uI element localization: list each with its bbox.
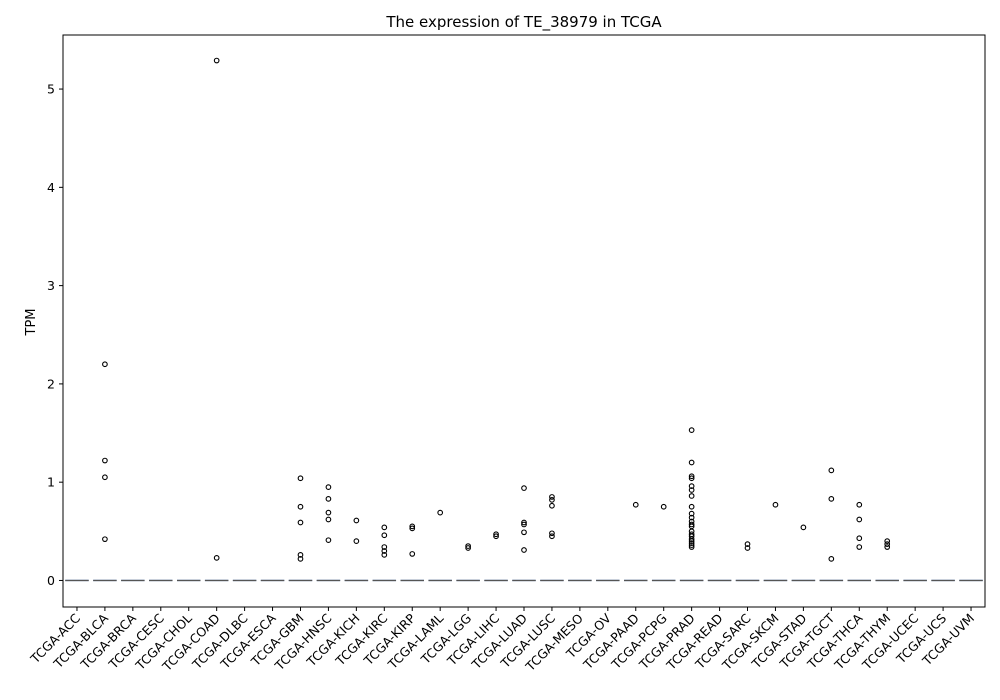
outlier-point — [688, 514, 695, 521]
outlier-point — [465, 545, 471, 551]
y-tick-label: 1 — [47, 475, 55, 490]
outlier-point — [297, 475, 304, 482]
outlier-point — [549, 497, 555, 503]
outlier-point — [688, 487, 695, 493]
x-axis: TCGA-ACCTCGA-BLCATCGA-BRCATCGA-CESCTCGA-… — [27, 607, 977, 675]
outlier-point — [521, 485, 527, 491]
outlier-point — [688, 473, 695, 480]
outlier-point — [297, 555, 304, 562]
outlier-point — [688, 427, 695, 433]
outlier-point — [297, 503, 304, 510]
outlier-point — [660, 503, 667, 510]
outlier-point — [688, 536, 695, 543]
outlier-point — [325, 516, 332, 523]
outlier-point — [493, 531, 499, 538]
outlier-point — [381, 532, 388, 539]
outlier-point — [381, 548, 388, 554]
outlier-point — [744, 545, 751, 551]
outlier-point — [521, 521, 527, 528]
outlier-point — [884, 538, 891, 545]
outlier-point — [381, 524, 388, 531]
outlier-point — [102, 536, 108, 543]
outlier-point — [884, 544, 891, 550]
outlier-point — [325, 484, 332, 490]
y-tick-label: 3 — [47, 278, 55, 293]
outlier-point — [409, 525, 416, 532]
outlier-point — [744, 541, 751, 547]
outlier-point — [688, 483, 695, 489]
outlier-point — [688, 540, 695, 546]
outlier-point — [828, 555, 835, 562]
outlier-point — [688, 521, 695, 528]
outlier-point — [772, 501, 779, 508]
outlier-point — [381, 552, 388, 558]
outlier-point — [688, 542, 695, 548]
outlier-point — [213, 555, 220, 561]
outlier-point — [213, 57, 220, 64]
y-tick-label: 2 — [47, 376, 55, 391]
outlier-point — [856, 544, 863, 550]
outlier-point — [325, 496, 332, 502]
outlier-point — [549, 502, 555, 509]
outlier-point — [325, 537, 332, 544]
outlier-point — [800, 524, 807, 531]
outlier-point — [102, 474, 108, 481]
outlier-point — [521, 519, 527, 526]
outlier-point — [437, 509, 444, 516]
y-tick-label: 5 — [47, 82, 55, 97]
outlier-point — [856, 501, 863, 508]
outlier-point — [297, 552, 304, 558]
y-axis: 0 1 2 3 4 5 — [47, 82, 63, 588]
outlier-point — [465, 543, 471, 549]
outlier-point — [856, 516, 863, 523]
outlier-point — [325, 509, 332, 516]
outlier-point — [409, 551, 416, 557]
outlier-point — [688, 493, 695, 499]
plot-area — [65, 57, 983, 582]
outlier-point — [688, 459, 695, 466]
outlier-point — [828, 467, 835, 474]
outlier-point — [688, 503, 695, 510]
outlier-point — [409, 523, 416, 530]
outlier-point — [102, 361, 108, 368]
outlier-point — [828, 496, 835, 502]
outlier-point — [688, 544, 695, 550]
outlier-point — [688, 475, 695, 482]
outlier-point — [688, 538, 695, 545]
plot-frame — [62, 34, 986, 608]
outlier-point — [297, 519, 304, 526]
outlier-point — [632, 501, 639, 508]
outlier-point — [353, 538, 360, 545]
y-tick-label: 0 — [47, 573, 55, 588]
outlier-point — [549, 533, 555, 540]
outlier-point — [353, 517, 360, 524]
y-axis-label: TPM — [24, 309, 39, 337]
outlier-point — [521, 547, 527, 553]
outlier-point — [381, 544, 388, 550]
outlier-point — [521, 529, 527, 536]
outlier-point — [884, 541, 891, 547]
outlier-point — [102, 457, 108, 464]
y-tick-label: 4 — [47, 180, 55, 195]
outlier-point — [549, 494, 555, 500]
outlier-point — [688, 510, 695, 517]
outlier-point — [493, 533, 499, 540]
outlier-point — [856, 535, 863, 542]
chart-title: The expression of TE_38979 in TCGA — [385, 13, 662, 32]
outlier-point — [549, 530, 555, 537]
